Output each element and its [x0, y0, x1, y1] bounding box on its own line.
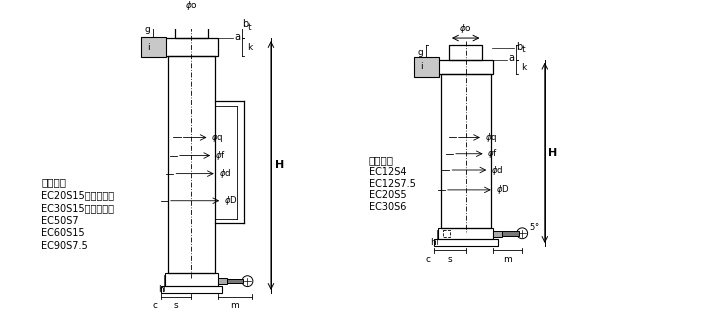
- Text: EC20S5: EC20S5: [368, 190, 406, 200]
- Text: EC12S7.5: EC12S7.5: [368, 179, 415, 189]
- Bar: [414, 57, 439, 77]
- Bar: [165, 273, 218, 286]
- Text: k: k: [248, 44, 253, 52]
- Text: h: h: [158, 285, 163, 294]
- Text: EC30S6: EC30S6: [368, 202, 406, 212]
- Bar: [160, 286, 222, 293]
- Text: $\phi$q: $\phi$q: [212, 131, 224, 144]
- Text: c: c: [426, 255, 431, 264]
- Text: m: m: [231, 301, 239, 310]
- Text: g: g: [417, 48, 422, 57]
- Text: $\phi$f: $\phi$f: [215, 149, 226, 162]
- Text: $\phi$o: $\phi$o: [459, 22, 472, 35]
- Text: s: s: [174, 301, 178, 310]
- Text: EC20S15（把手付）: EC20S15（把手付）: [41, 190, 114, 200]
- Text: H: H: [548, 148, 557, 158]
- Bar: [168, 56, 215, 273]
- Text: 適応機種: 適応機種: [41, 178, 67, 188]
- Bar: [165, 38, 218, 56]
- Bar: [434, 239, 498, 246]
- Text: $\phi$d: $\phi$d: [219, 167, 231, 180]
- Text: EC60S15: EC60S15: [41, 228, 85, 238]
- Bar: [226, 279, 243, 283]
- Bar: [175, 22, 208, 38]
- Text: $\phi$f: $\phi$f: [487, 147, 498, 160]
- Text: H: H: [275, 161, 284, 171]
- Text: i: i: [147, 43, 150, 52]
- Text: s: s: [447, 255, 452, 264]
- Bar: [442, 230, 450, 237]
- Text: 5$\degree$: 5$\degree$: [530, 221, 540, 232]
- Bar: [502, 231, 518, 236]
- Text: a: a: [235, 32, 241, 42]
- Text: $\phi$d: $\phi$d: [491, 163, 503, 177]
- Text: EC90S7.5: EC90S7.5: [41, 241, 88, 251]
- Text: k: k: [521, 64, 527, 72]
- Text: $\phi$o: $\phi$o: [185, 0, 198, 12]
- Text: $\phi$D: $\phi$D: [496, 183, 509, 196]
- Bar: [218, 277, 226, 284]
- Text: $\phi$q: $\phi$q: [485, 131, 497, 144]
- Text: m: m: [503, 255, 512, 264]
- Text: EC50S7: EC50S7: [41, 216, 79, 226]
- Bar: [438, 228, 493, 239]
- Bar: [441, 74, 491, 228]
- Text: h: h: [430, 238, 437, 247]
- Text: a: a: [508, 53, 515, 63]
- Text: b: b: [516, 42, 522, 52]
- Text: b: b: [242, 19, 248, 28]
- Text: $\phi$D: $\phi$D: [224, 194, 238, 207]
- Bar: [493, 231, 502, 237]
- Text: i: i: [420, 63, 422, 71]
- Bar: [141, 37, 166, 57]
- Text: t: t: [521, 45, 525, 54]
- Bar: [438, 60, 493, 74]
- Text: 適応機種: 適応機種: [368, 155, 393, 165]
- Text: EC12S4: EC12S4: [368, 167, 406, 177]
- Text: EC30S15（把手付）: EC30S15（把手付）: [41, 203, 114, 213]
- Text: t: t: [248, 23, 251, 32]
- Text: c: c: [153, 301, 158, 310]
- Bar: [449, 45, 482, 60]
- Text: g: g: [144, 25, 150, 34]
